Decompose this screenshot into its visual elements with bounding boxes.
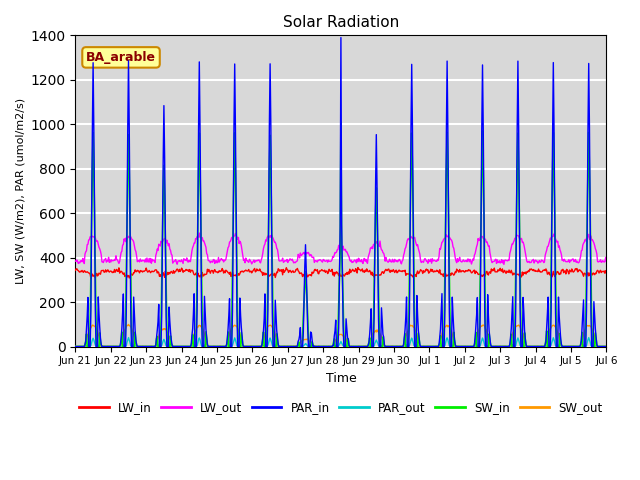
Y-axis label: LW, SW (W/m2), PAR (umol/m2/s): LW, SW (W/m2), PAR (umol/m2/s) xyxy=(15,98,25,284)
Line: PAR_out: PAR_out xyxy=(76,337,607,347)
Line: SW_in: SW_in xyxy=(76,122,607,347)
X-axis label: Time: Time xyxy=(326,372,356,385)
Line: PAR_in: PAR_in xyxy=(76,37,607,347)
Line: LW_in: LW_in xyxy=(76,267,607,278)
Line: LW_out: LW_out xyxy=(76,233,607,264)
Title: Solar Radiation: Solar Radiation xyxy=(283,15,399,30)
Text: BA_arable: BA_arable xyxy=(86,51,156,64)
Line: SW_out: SW_out xyxy=(76,324,607,347)
Legend: LW_in, LW_out, PAR_in, PAR_out, SW_in, SW_out: LW_in, LW_out, PAR_in, PAR_out, SW_in, S… xyxy=(74,396,607,419)
